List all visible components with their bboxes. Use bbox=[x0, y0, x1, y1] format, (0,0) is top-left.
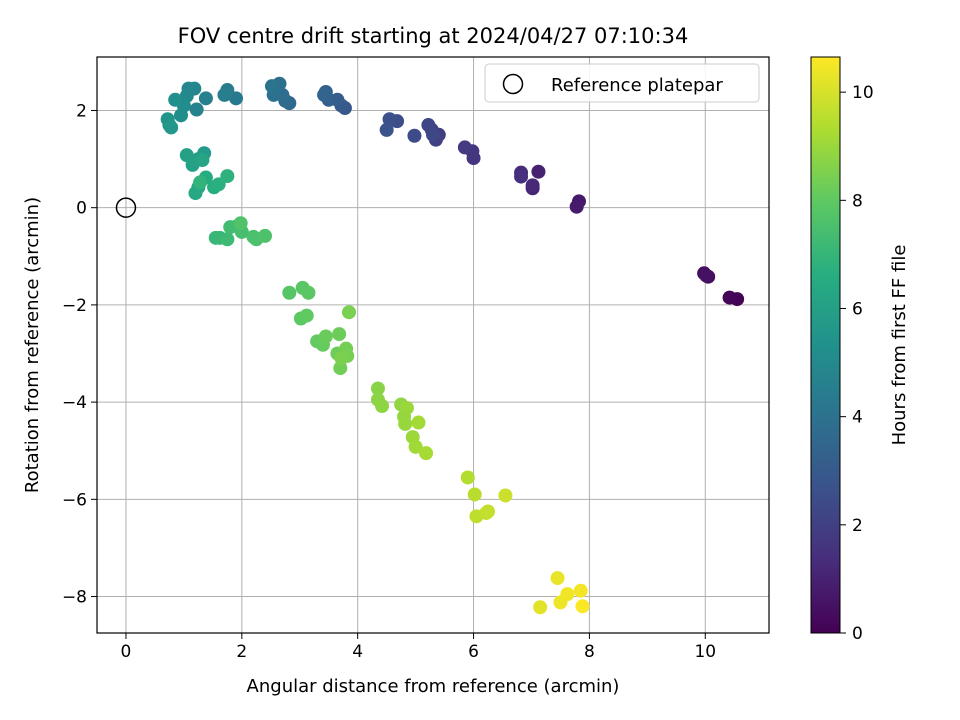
data-point bbox=[457, 140, 472, 155]
data-point bbox=[198, 91, 213, 106]
data-point bbox=[525, 178, 540, 193]
chart-title: FOV centre drift starting at 2024/04/27 … bbox=[178, 24, 689, 48]
data-point bbox=[722, 290, 737, 305]
legend-marker bbox=[502, 73, 524, 95]
data-point bbox=[407, 128, 422, 143]
data-point bbox=[573, 583, 588, 598]
data-point bbox=[332, 327, 347, 342]
data-point bbox=[217, 87, 232, 102]
y-axis-label: Rotation from reference (arcmin) bbox=[22, 197, 43, 493]
colorbar-tick-label: 0 bbox=[852, 624, 863, 644]
data-point bbox=[342, 305, 356, 320]
data-point bbox=[575, 599, 590, 614]
data-point bbox=[408, 439, 423, 454]
data-point bbox=[498, 488, 513, 503]
data-point bbox=[168, 92, 183, 107]
colorbar-label: Hours from first FF file bbox=[889, 245, 910, 446]
x-tick-label: 0 bbox=[121, 642, 132, 662]
data-point bbox=[164, 120, 179, 135]
colorbar-tick-label: 4 bbox=[852, 408, 863, 428]
data-point bbox=[258, 228, 272, 243]
x-tick-label: 2 bbox=[236, 642, 247, 662]
plot-frame bbox=[96, 56, 770, 634]
x-tick-label: 8 bbox=[584, 642, 595, 662]
x-tick-label: 6 bbox=[468, 642, 479, 662]
data-point bbox=[460, 470, 475, 485]
data-point bbox=[398, 416, 413, 431]
legend: Reference platepar bbox=[484, 63, 760, 103]
data-point bbox=[467, 487, 482, 502]
data-point bbox=[301, 285, 316, 300]
x-axis: 0 2 4 6 8 10 bbox=[121, 633, 716, 662]
data-point bbox=[318, 329, 333, 344]
y-tick-label: −8 bbox=[62, 588, 87, 608]
data-point bbox=[426, 127, 440, 142]
data-point bbox=[514, 169, 529, 184]
data-point bbox=[481, 504, 496, 519]
colorbar-tick-label: 2 bbox=[852, 516, 863, 536]
colorbar-ticks: 0 2 4 6 8 10 bbox=[840, 83, 874, 644]
legend-box bbox=[484, 63, 760, 103]
data-point bbox=[533, 600, 548, 615]
data-point bbox=[411, 415, 426, 430]
y-axis: −8 −6 −4 −2 0 2 bbox=[62, 101, 97, 608]
data-point bbox=[317, 87, 332, 102]
data-point bbox=[211, 177, 226, 192]
data-point bbox=[282, 285, 297, 300]
data-point bbox=[220, 232, 235, 247]
y-tick-label: −4 bbox=[62, 393, 87, 413]
data-point bbox=[299, 308, 314, 323]
grid-lines bbox=[97, 57, 769, 633]
x-tick-label: 10 bbox=[694, 642, 716, 662]
data-point bbox=[264, 79, 279, 94]
data-point bbox=[699, 268, 714, 283]
data-point bbox=[531, 164, 546, 179]
data-points bbox=[160, 76, 745, 615]
reference-marker bbox=[115, 197, 137, 218]
data-point bbox=[233, 216, 248, 231]
colorbar-tick-label: 6 bbox=[852, 299, 863, 319]
data-point bbox=[382, 112, 397, 127]
data-point bbox=[560, 587, 575, 602]
y-tick-label: −2 bbox=[62, 296, 87, 316]
data-point bbox=[379, 122, 394, 137]
y-tick-label: −6 bbox=[62, 490, 87, 510]
data-point bbox=[419, 446, 434, 461]
data-point bbox=[550, 571, 565, 586]
data-point bbox=[208, 230, 223, 245]
y-tick-label: 0 bbox=[76, 199, 87, 219]
data-point bbox=[375, 399, 390, 414]
data-point bbox=[195, 153, 210, 168]
colorbar bbox=[810, 56, 841, 634]
data-point bbox=[229, 91, 244, 106]
data-point bbox=[189, 102, 204, 117]
x-tick-label: 4 bbox=[352, 642, 363, 662]
data-point bbox=[569, 199, 584, 214]
data-point bbox=[334, 351, 349, 366]
x-axis-label: Angular distance from reference (arcmin) bbox=[247, 676, 620, 697]
data-point bbox=[188, 186, 203, 201]
colorbar-tick-label: 8 bbox=[852, 191, 863, 211]
legend-label: Reference platepar bbox=[551, 75, 723, 96]
colorbar-tick-label: 10 bbox=[852, 83, 874, 103]
data-point bbox=[193, 175, 208, 190]
data-point bbox=[174, 108, 188, 123]
y-tick-label: 2 bbox=[76, 101, 87, 121]
data-point bbox=[399, 400, 414, 415]
data-point bbox=[220, 169, 235, 184]
data-point bbox=[370, 381, 385, 396]
